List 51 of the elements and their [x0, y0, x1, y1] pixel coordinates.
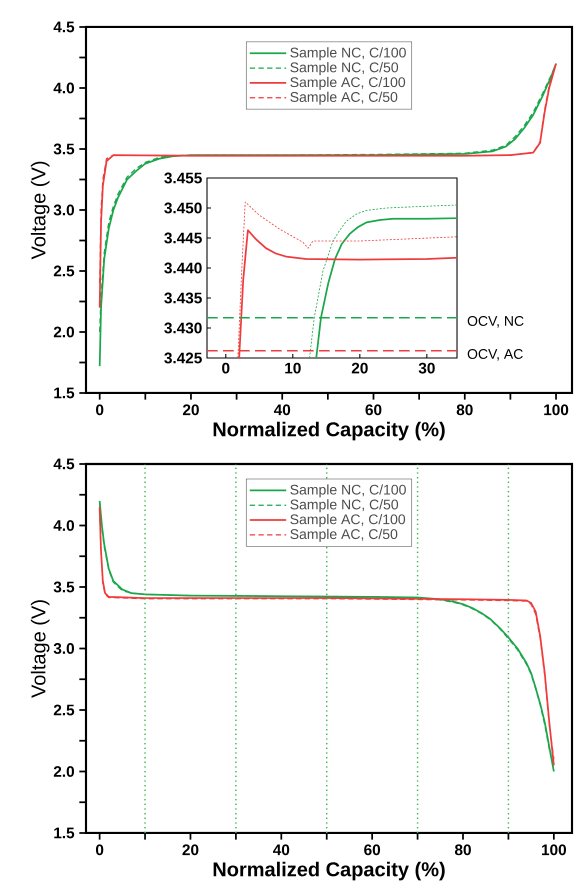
y-axis-title: Voltage (V) — [30, 600, 50, 698]
y-tick-label: 3.0 — [54, 643, 74, 654]
x-tick-label: 0 — [222, 362, 230, 374]
x-tick-label: 10 — [285, 362, 301, 374]
legend-label: Sample AC, C/100 — [290, 76, 406, 90]
y-tick-label: 3.0 — [54, 204, 74, 216]
y-tick-label: 3.445 — [164, 232, 202, 244]
y-tick-label: 3.425 — [164, 352, 202, 364]
y-tick-label: 3.435 — [164, 292, 202, 304]
x-tick-label: 60 — [364, 844, 380, 856]
y-tick-label: 2.0 — [54, 326, 74, 338]
y-tick-label: 1.5 — [54, 828, 74, 838]
y-tick-label: 2.0 — [54, 766, 74, 777]
y-tick-label: 3.440 — [164, 262, 202, 274]
legend-label: Sample NC, C/100 — [290, 47, 406, 60]
legend-label: Sample AC, C/100 — [290, 514, 406, 528]
x-tick-label: 20 — [352, 362, 368, 374]
x-tick-label: 60 — [366, 404, 382, 416]
legend-label: Sample NC, C/50 — [290, 62, 398, 76]
x-tick-label: 40 — [273, 844, 290, 856]
y-tick-label: 2.5 — [54, 266, 74, 276]
x-axis-title: Normalized Capacity (%) — [214, 422, 445, 440]
x-tick-label: 80 — [454, 844, 471, 856]
x-tick-label: 20 — [182, 844, 198, 856]
y-tick-label: 3.455 — [164, 172, 202, 184]
y-tick-label: 3.430 — [164, 322, 202, 334]
x-tick-label: 40 — [274, 404, 290, 416]
y-tick-label: 4.0 — [54, 520, 74, 531]
legend-label: Sample AC, C/50 — [290, 92, 398, 105]
y-axis-title: Voltage (V) — [30, 162, 50, 260]
x-tick-label: 0 — [96, 844, 104, 856]
legend-label: Sample AC, C/50 — [290, 528, 398, 542]
x-tick-label: 80 — [456, 404, 473, 416]
ref-line-label: OCV, NC — [468, 316, 524, 328]
y-tick-label: 1.5 — [54, 388, 74, 398]
ref-line-label: OCV, AC — [468, 349, 523, 361]
x-tick-label: 100 — [542, 844, 566, 856]
legend-label: Sample NC, C/100 — [290, 484, 406, 498]
y-tick-label: 3.450 — [164, 202, 202, 214]
y-tick-label: 4.0 — [54, 82, 74, 94]
x-axis-title: Normalized Capacity (%) — [214, 862, 445, 880]
y-tick-label: 2.5 — [54, 704, 74, 716]
x-tick-label: 0 — [96, 404, 104, 416]
y-tick-label: 4.5 — [54, 22, 74, 32]
x-tick-label: 20 — [182, 404, 199, 416]
x-tick-label: 100 — [544, 404, 568, 416]
legend-label: Sample NC, C/50 — [290, 499, 398, 512]
y-tick-label: 3.5 — [54, 144, 74, 154]
y-tick-label: 4.5 — [54, 458, 74, 470]
x-tick-label: 30 — [418, 362, 435, 374]
y-tick-label: 3.5 — [54, 582, 74, 592]
